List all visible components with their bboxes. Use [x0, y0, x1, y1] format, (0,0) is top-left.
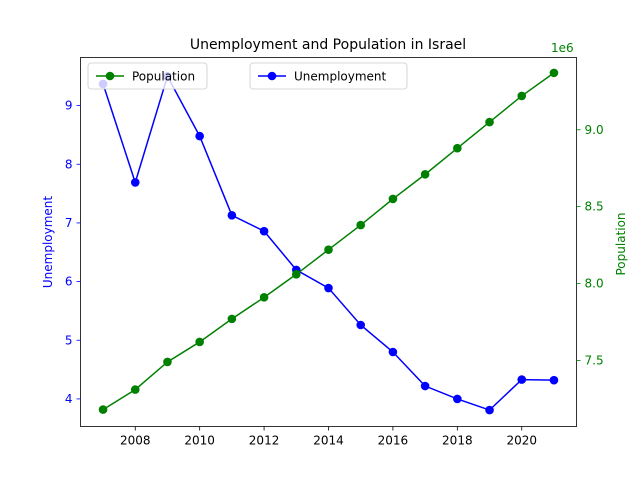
left-tick-label: 4 [65, 392, 73, 406]
population-point [517, 91, 527, 101]
population-point [388, 194, 398, 204]
left-tick-label: 9 [65, 99, 73, 113]
population-point [453, 143, 462, 153]
population-point [420, 170, 430, 179]
legend-box [249, 62, 408, 90]
population-point [259, 293, 269, 302]
unemployment-point [195, 131, 204, 141]
population-point [291, 269, 301, 279]
population-point [549, 68, 559, 78]
legend-layer: Population Unemployment [87, 62, 408, 90]
x-tick-label: 2014 [313, 434, 344, 448]
population-point [98, 405, 108, 414]
right-tick-label: 8.5 [585, 200, 604, 214]
population-point [130, 385, 140, 394]
population-point [485, 117, 494, 127]
unemployment-point [549, 375, 559, 385]
legend-unemployment-label: Unemployment [294, 70, 387, 84]
unemployment-point [517, 375, 527, 384]
x-tick-label: 2016 [378, 434, 409, 448]
x-tick-label: 2008 [120, 434, 151, 448]
x-tick-label: 2012 [249, 434, 280, 448]
population-point [324, 245, 333, 254]
population-point [227, 314, 237, 324]
population-point [163, 357, 172, 367]
unemployment-point [130, 178, 140, 187]
right-tick-label: 9.0 [585, 123, 604, 137]
right-tick-label: 7.5 [585, 353, 604, 367]
x-tick-label: 2020 [506, 434, 537, 448]
unemployment-point [453, 394, 462, 404]
unemployment-point [356, 320, 366, 330]
legend-population-marker [105, 71, 115, 81]
right-tick-label: 8.0 [585, 277, 604, 291]
legend-box [87, 62, 208, 90]
legend-unemployment-marker [267, 71, 277, 81]
chart-title: Unemployment and Population in Israel [190, 37, 466, 53]
unemployment-point [259, 226, 269, 236]
x-tick-label: 2018 [442, 434, 473, 448]
left-tick-label: 7 [65, 216, 73, 230]
unemployment-point [227, 211, 237, 220]
unemployment-point [420, 381, 430, 391]
legend-population-label: Population [132, 70, 195, 84]
axes-layer: 2008 2010 2012 2014 2016 2018 2020 4 5 6 7 8 9 7.5 8.0… [65, 99, 604, 448]
left-tick-label: 5 [65, 333, 73, 347]
population-point [195, 337, 204, 347]
left-tick-label: 8 [65, 157, 73, 171]
left-axis-label: Unemployment [41, 196, 55, 289]
unemployment-point [324, 283, 333, 293]
left-tick-label: 6 [65, 275, 73, 289]
population-point [356, 220, 366, 230]
unemployment-point [485, 405, 494, 415]
unemployment-point [388, 347, 398, 357]
right-axis-offset-text: 1e6 [551, 41, 574, 55]
x-tick-label: 2010 [184, 434, 215, 448]
right-axis-label: Population [614, 212, 628, 275]
